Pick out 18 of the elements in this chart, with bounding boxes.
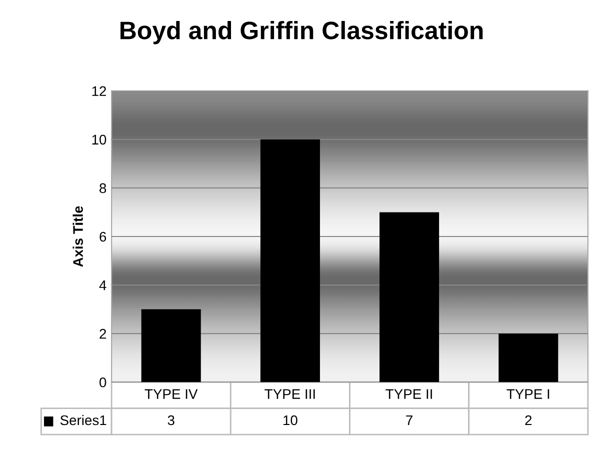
legend-label: Series1 xyxy=(60,414,106,426)
data-label: 3 xyxy=(168,415,174,426)
y-axis-title: Axis Title xyxy=(72,206,83,267)
x-tick-label: TYPE III xyxy=(264,389,315,399)
y-tick-label: 6 xyxy=(100,232,106,242)
x-tick-label: TYPE I xyxy=(506,389,550,399)
y-tick-label: 10 xyxy=(92,134,106,145)
y-tick-label: 8 xyxy=(100,183,106,194)
x-tick-label: TYPE IV xyxy=(144,389,198,399)
y-tick-label: 12 xyxy=(92,86,106,96)
data-label: 10 xyxy=(284,415,298,426)
data-label: 2 xyxy=(525,415,532,426)
data-label: 7 xyxy=(406,415,412,426)
y-tick-label: 4 xyxy=(99,280,106,290)
x-tick-label: TYPE II xyxy=(386,389,432,399)
y-tick-label: 2 xyxy=(100,328,106,339)
chart-title: Boyd and Griffin Classification xyxy=(120,20,483,44)
y-tick-label: 0 xyxy=(100,377,106,388)
